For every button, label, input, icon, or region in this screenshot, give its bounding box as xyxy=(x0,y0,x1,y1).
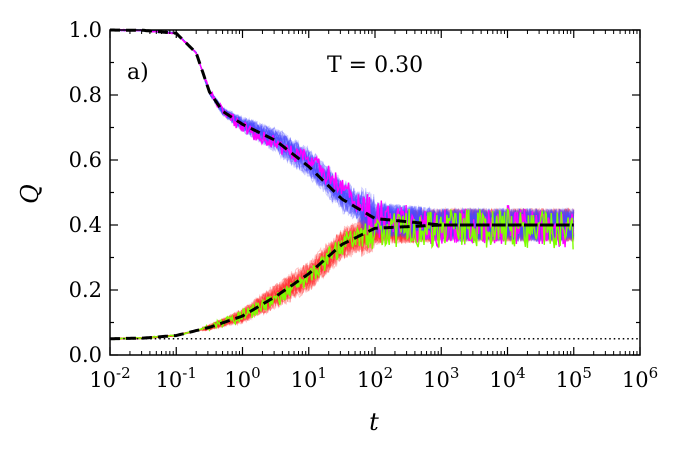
y-tick-label: 0.4 xyxy=(69,213,102,237)
x-tick-label: 105 xyxy=(556,364,592,392)
tick-labels: 0.0 0.2 0.4 0.6 0.8 1.0 10-2 10-1 100 101 102 103 10… xyxy=(69,18,659,392)
x-tick-label: 103 xyxy=(423,364,459,392)
y-axis-label: Q xyxy=(16,184,44,204)
x-axis-label: t xyxy=(369,408,379,436)
panel-label: a) xyxy=(127,60,149,85)
ticks xyxy=(109,29,641,356)
x-tick-label: 10-2 xyxy=(89,364,130,392)
green-series-line xyxy=(109,207,574,341)
y-tick-label: 0.8 xyxy=(69,83,102,107)
temperature-annotation: T = 0.30 xyxy=(327,53,423,78)
plot-frame xyxy=(109,29,641,356)
x-tick-label: 106 xyxy=(622,364,658,392)
y-tick-label: 0.6 xyxy=(69,148,102,172)
axes-frame xyxy=(109,29,641,356)
y-tick-label: 0.0 xyxy=(69,343,102,367)
y-tick-label: 1.0 xyxy=(69,18,102,42)
mean-lower-line xyxy=(109,223,574,341)
x-tick-label: 101 xyxy=(291,364,327,392)
x-tick-label: 102 xyxy=(357,364,393,392)
series-lines xyxy=(109,28,574,341)
x-tick-label: 104 xyxy=(489,364,525,392)
y-tick-label: 0.2 xyxy=(69,278,102,302)
x-tick-label: 10-1 xyxy=(156,364,197,392)
x-tick-label: 100 xyxy=(224,364,260,392)
